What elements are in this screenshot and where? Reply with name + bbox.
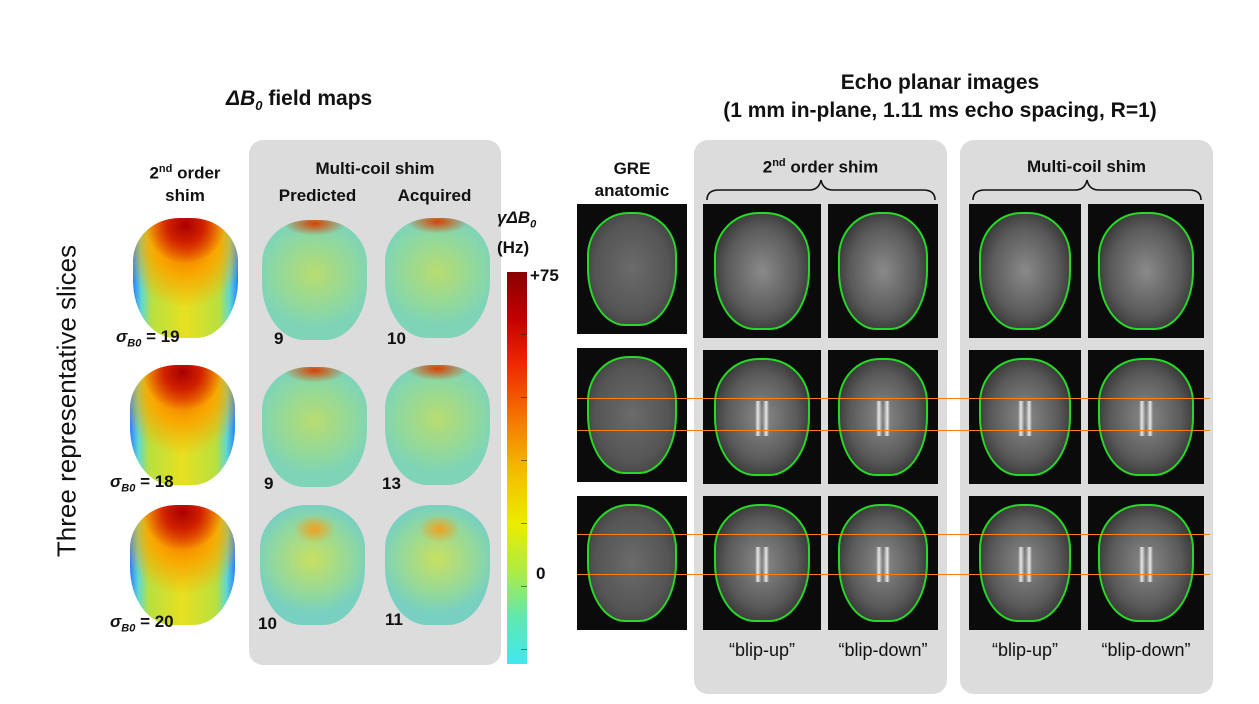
predicted-value-slice1: 9 <box>274 329 284 348</box>
brace-group2 <box>972 179 1202 201</box>
fieldmap-acquired-slice3 <box>385 505 490 625</box>
acquired-value-slice1: 10 <box>387 329 406 348</box>
predicted-value-slice3: 10 <box>258 614 277 633</box>
guide-line-4 <box>577 574 1210 575</box>
label-blip-up-1: “blip-up” <box>728 640 796 660</box>
fieldmap-predicted-slice2 <box>262 367 367 487</box>
fieldmap-2nd-order-slice1 <box>133 218 238 338</box>
gre-image-slice1 <box>577 204 687 334</box>
sigma-label-slice2: σB0 = 18 <box>110 472 174 495</box>
epi-2nd-blipup-slice1 <box>703 204 821 338</box>
colorbar <box>507 272 527 664</box>
label-blip-up-2: “blip-up” <box>991 640 1059 660</box>
guide-line-1 <box>577 398 1210 399</box>
fieldmap-2nd-order-slice3 <box>130 505 235 625</box>
col-header-predicted: Predicted <box>278 186 357 205</box>
epi-mc-blipdown-slice3 <box>1088 496 1204 630</box>
gre-image-slice3 <box>577 496 687 630</box>
brace-group1 <box>706 179 936 201</box>
fieldmap-predicted-slice3 <box>260 505 365 625</box>
colorbar-label: γΔB0 (Hz) <box>497 208 537 258</box>
epi-mc-blipdown-slice2 <box>1088 350 1204 484</box>
fieldmap-acquired-slice2 <box>385 365 490 485</box>
label-blip-down-2: “blip-down” <box>1101 640 1191 660</box>
epi-title: Echo planar images (1 mm in-plane, 1.11 … <box>723 71 1157 122</box>
colorbar-top-tick: +75 <box>530 266 559 285</box>
epi-group1-title: 2nd order shim <box>762 157 879 177</box>
epi-group2-title: Multi-coil shim <box>1027 157 1146 176</box>
epi-mc-blipup-slice1 <box>969 204 1081 338</box>
col-header-acquired: Acquired <box>397 186 472 205</box>
fieldmap-acquired-slice1 <box>385 218 490 338</box>
epi-mc-blipup-slice3 <box>969 496 1081 630</box>
acquired-value-slice3: 11 <box>385 610 403 629</box>
colorbar-zero-tick: 0 <box>536 564 546 583</box>
gre-image-slice2 <box>577 348 687 482</box>
guide-line-3 <box>577 534 1210 535</box>
epi-2nd-blipup-slice3 <box>703 496 821 630</box>
sigma-label-slice1: σB0 = 19 <box>116 327 180 350</box>
acquired-value-slice2: 13 <box>382 474 401 493</box>
epi-2nd-blipdown-slice1 <box>828 204 938 338</box>
label-blip-down-1: “blip-down” <box>838 640 928 660</box>
gre-label: GRE anatomic <box>594 159 670 200</box>
epi-2nd-blipup-slice2 <box>703 350 821 484</box>
fieldmap-2nd-order-slice2 <box>130 365 235 485</box>
fieldmap-predicted-slice1 <box>262 220 367 340</box>
epi-2nd-blipdown-slice3 <box>828 496 938 630</box>
multi-coil-panel-title: Multi-coil shim <box>315 159 435 178</box>
field-maps-title: ΔB0 field maps <box>226 87 373 114</box>
epi-mc-blipdown-slice1 <box>1088 204 1204 338</box>
sigma-label-slice3: σB0 = 20 <box>110 612 174 635</box>
predicted-value-slice2: 9 <box>264 474 274 493</box>
col-header-2nd-order: 2nd order shim <box>149 163 221 205</box>
epi-mc-blipup-slice2 <box>969 350 1081 484</box>
guide-line-2 <box>577 430 1210 431</box>
epi-2nd-blipdown-slice2 <box>828 350 938 484</box>
